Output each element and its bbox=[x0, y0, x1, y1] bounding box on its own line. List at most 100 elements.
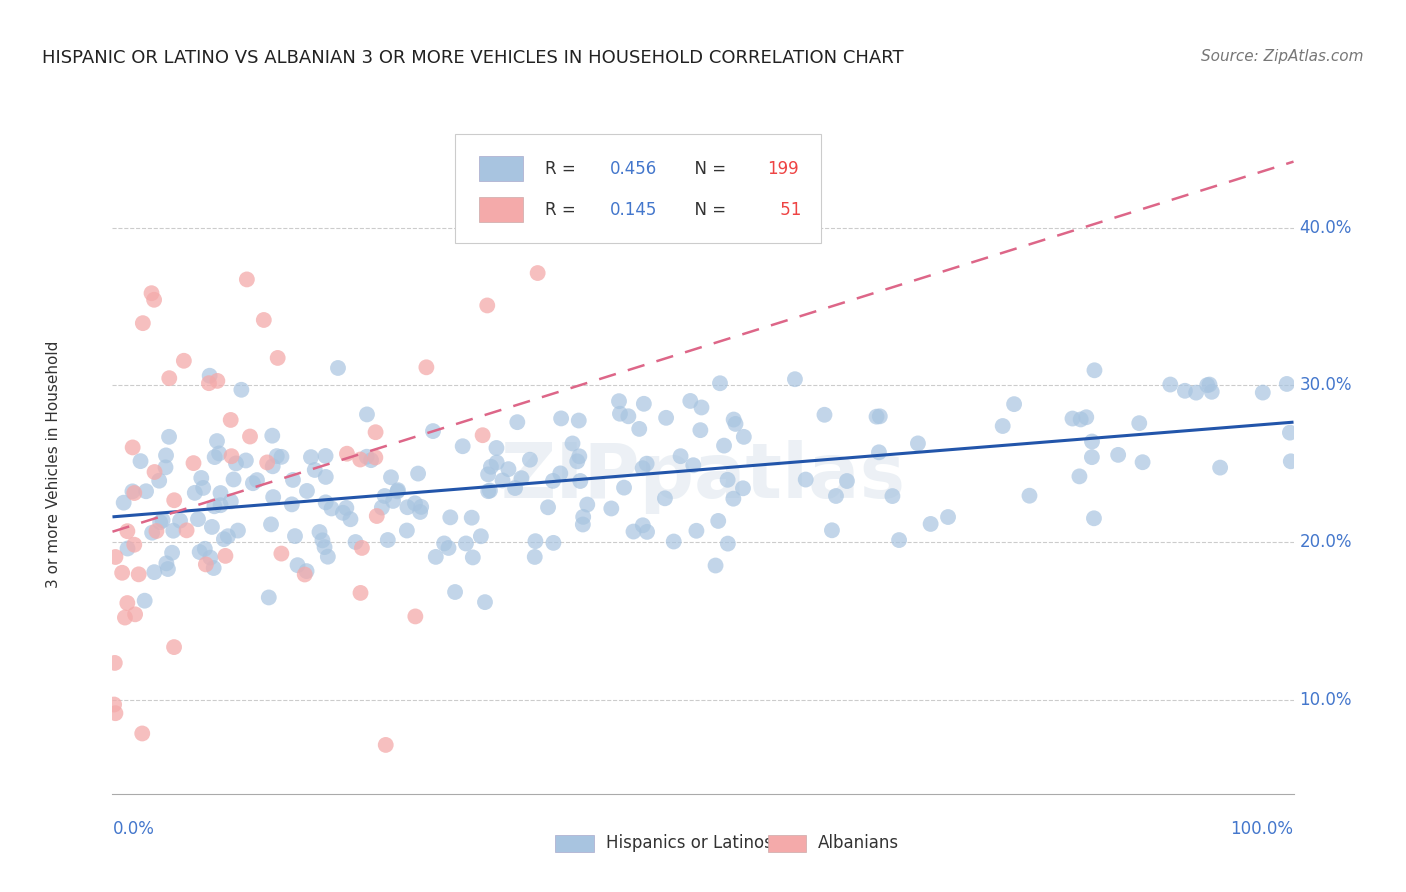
Point bbox=[835, 474, 858, 488]
Point bbox=[685, 524, 707, 538]
Point bbox=[111, 566, 134, 580]
Text: 3 or more Vehicles in Household: 3 or more Vehicles in Household bbox=[46, 340, 60, 588]
Point bbox=[129, 454, 152, 468]
Point bbox=[1275, 376, 1298, 391]
Point bbox=[406, 467, 429, 481]
Point bbox=[117, 541, 139, 556]
Point bbox=[628, 422, 651, 436]
Point bbox=[425, 549, 447, 564]
Point bbox=[145, 524, 167, 538]
Point bbox=[104, 549, 127, 564]
Text: 40.0%: 40.0% bbox=[1299, 219, 1351, 237]
Point bbox=[155, 557, 177, 571]
Point bbox=[143, 465, 166, 479]
Point bbox=[198, 376, 221, 391]
Point bbox=[202, 500, 225, 514]
Point bbox=[485, 441, 508, 455]
Point bbox=[1062, 411, 1084, 425]
Point bbox=[717, 536, 740, 550]
Point bbox=[631, 461, 654, 475]
Point bbox=[479, 459, 502, 474]
Point bbox=[550, 411, 572, 425]
Text: HISPANIC OR LATINO VS ALBANIAN 3 OR MORE VEHICLES IN HOUSEHOLD CORRELATION CHART: HISPANIC OR LATINO VS ALBANIAN 3 OR MORE… bbox=[42, 49, 904, 67]
Point bbox=[654, 491, 676, 506]
Point bbox=[869, 409, 891, 424]
Point bbox=[470, 529, 492, 543]
Point bbox=[471, 428, 494, 442]
Point bbox=[242, 476, 264, 491]
Point bbox=[121, 484, 143, 499]
Point bbox=[415, 360, 437, 375]
Point bbox=[439, 510, 461, 524]
Point bbox=[364, 425, 387, 440]
Point bbox=[184, 486, 207, 500]
Point bbox=[569, 474, 592, 488]
Point bbox=[1076, 410, 1098, 425]
Point bbox=[295, 564, 318, 578]
Point bbox=[284, 529, 307, 543]
Point bbox=[294, 567, 316, 582]
Point bbox=[600, 501, 623, 516]
Point bbox=[112, 496, 135, 510]
Point bbox=[308, 524, 330, 539]
Point bbox=[356, 408, 378, 422]
Point bbox=[160, 546, 183, 560]
Point bbox=[315, 449, 337, 463]
Text: 0.456: 0.456 bbox=[610, 160, 657, 178]
Point bbox=[623, 524, 645, 539]
Point bbox=[349, 586, 371, 600]
Point bbox=[134, 593, 156, 607]
Point bbox=[239, 429, 262, 443]
Point bbox=[1209, 460, 1232, 475]
Point bbox=[217, 529, 239, 543]
Point bbox=[366, 508, 388, 523]
Point bbox=[920, 516, 942, 531]
FancyBboxPatch shape bbox=[456, 134, 821, 243]
Point bbox=[477, 298, 499, 312]
Point bbox=[679, 393, 702, 408]
Point bbox=[121, 441, 143, 455]
Point bbox=[225, 456, 247, 470]
Point bbox=[713, 439, 735, 453]
Point bbox=[257, 591, 280, 605]
Point bbox=[882, 489, 904, 503]
Point bbox=[231, 383, 253, 397]
Point bbox=[336, 447, 359, 461]
Point bbox=[321, 501, 343, 516]
Point bbox=[1070, 412, 1092, 426]
Point bbox=[163, 493, 186, 508]
Point bbox=[377, 533, 399, 547]
Point bbox=[246, 473, 269, 487]
Point bbox=[572, 509, 595, 524]
Point bbox=[193, 481, 215, 495]
Point bbox=[576, 498, 599, 512]
Point bbox=[315, 495, 337, 509]
Text: ZIPpatlas: ZIPpatlas bbox=[501, 440, 905, 514]
Point bbox=[132, 316, 155, 330]
Point bbox=[141, 286, 163, 301]
Point bbox=[311, 533, 333, 548]
Point bbox=[208, 446, 231, 460]
Bar bbox=[768, 835, 807, 852]
Point bbox=[380, 470, 402, 484]
Point bbox=[200, 550, 222, 565]
Point bbox=[523, 549, 546, 564]
Point bbox=[169, 514, 191, 528]
Text: Source: ZipAtlas.com: Source: ZipAtlas.com bbox=[1201, 49, 1364, 64]
Point bbox=[173, 353, 195, 368]
Point bbox=[1107, 448, 1129, 462]
Point bbox=[887, 533, 910, 547]
Point bbox=[304, 463, 326, 477]
Text: 30.0%: 30.0% bbox=[1299, 376, 1353, 394]
Point bbox=[316, 549, 339, 564]
Point bbox=[299, 450, 322, 464]
Point bbox=[936, 510, 959, 524]
Point bbox=[503, 481, 526, 495]
Point bbox=[143, 565, 166, 579]
Text: 51: 51 bbox=[775, 201, 801, 219]
Point bbox=[188, 545, 211, 559]
Point bbox=[226, 524, 249, 538]
Point bbox=[1279, 454, 1302, 468]
Point bbox=[148, 474, 170, 488]
Point bbox=[868, 445, 890, 459]
